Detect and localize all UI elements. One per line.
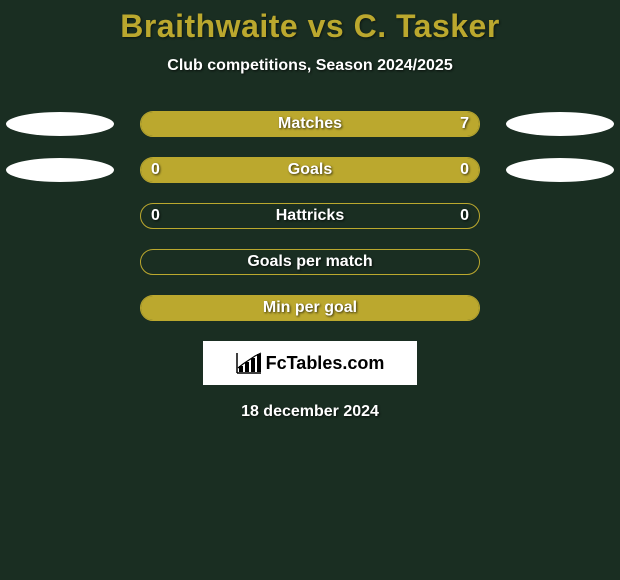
stat-bar: 0 0 Hattricks xyxy=(140,203,480,229)
stat-value-right: 0 xyxy=(460,207,469,225)
stat-value-left: 0 xyxy=(151,161,160,179)
stat-value-right: 7 xyxy=(460,115,469,133)
stat-value-left: 0 xyxy=(151,207,160,225)
stat-value-right: 0 xyxy=(460,161,469,179)
stat-bar: Min per goal xyxy=(140,295,480,321)
player-ellipse-left xyxy=(6,112,114,136)
logo-text: FcTables.com xyxy=(266,353,385,374)
comparison-row: Goals per match xyxy=(0,249,620,275)
player-ellipse-right xyxy=(506,112,614,136)
logo-box: FcTables.com xyxy=(203,341,417,385)
page-title: Braithwaite vs C. Tasker xyxy=(0,8,620,45)
player-ellipse-right xyxy=(506,158,614,182)
stat-bar: 7 Matches xyxy=(140,111,480,137)
stat-bar: 0 0 Goals xyxy=(140,157,480,183)
stat-label: Min per goal xyxy=(263,299,357,317)
comparison-row: 7 Matches xyxy=(0,111,620,137)
page-subtitle: Club competitions, Season 2024/2025 xyxy=(0,57,620,75)
bar-chart-icon xyxy=(236,352,262,374)
comparison-row: 0 0 Hattricks xyxy=(0,203,620,229)
stat-label: Goals xyxy=(288,161,332,179)
stat-bar: Goals per match xyxy=(140,249,480,275)
stat-label: Goals per match xyxy=(247,253,372,271)
stat-label: Matches xyxy=(278,115,342,133)
comparison-row: Min per goal xyxy=(0,295,620,321)
date-line: 18 december 2024 xyxy=(0,403,620,421)
player-ellipse-left xyxy=(6,158,114,182)
comparison-rows: 7 Matches 0 0 Goals 0 0 Hattricks Goals per matc… xyxy=(0,111,620,321)
comparison-row: 0 0 Goals xyxy=(0,157,620,183)
comparison-infographic: Braithwaite vs C. Tasker Club competitio… xyxy=(0,0,620,421)
stat-label: Hattricks xyxy=(276,207,344,225)
